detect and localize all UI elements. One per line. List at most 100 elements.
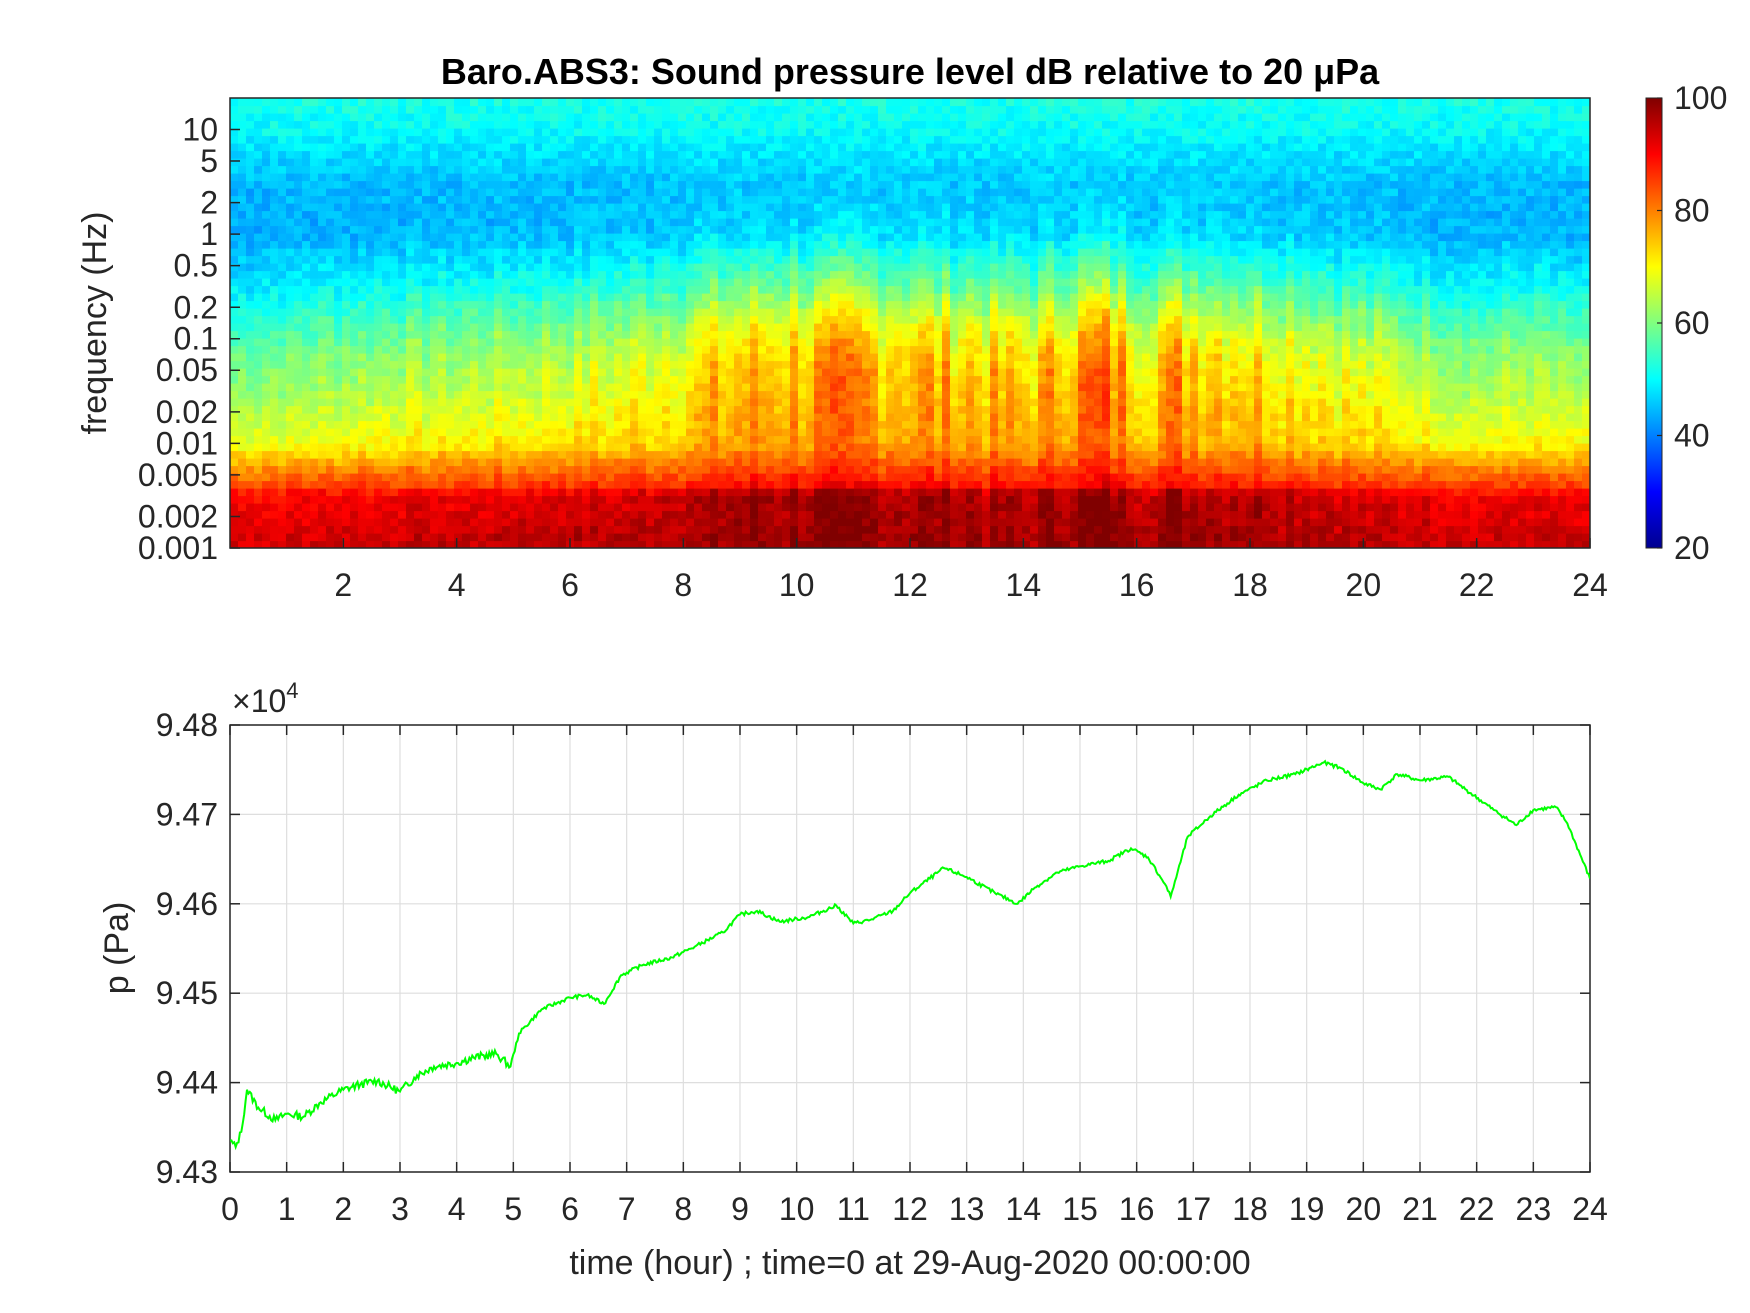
spectrogram-cell <box>726 533 735 542</box>
spectrogram-cell <box>262 495 271 504</box>
spectrogram-cell <box>782 308 791 317</box>
spectrogram-cell <box>886 285 895 294</box>
spectrogram-cell <box>854 518 863 527</box>
spectrogram-cell <box>774 488 783 497</box>
spectrogram-cell <box>678 420 687 429</box>
spectrogram-cell <box>278 113 287 122</box>
spectrogram-cell <box>510 368 519 377</box>
spectrogram-cell <box>774 458 783 467</box>
spectrogram-cell <box>734 188 743 197</box>
spectrogram-cell <box>638 503 647 512</box>
spectrogram-cell <box>470 203 479 212</box>
spectrogram-cell <box>862 458 871 467</box>
spectrogram-cell <box>638 98 647 107</box>
spectrogram-cell <box>766 345 775 354</box>
spectrogram-cell <box>886 480 895 489</box>
spectrogram-cell <box>510 308 519 317</box>
spectrogram-cell <box>342 323 351 332</box>
spectrogram-cell <box>230 135 239 144</box>
spectrogram-cell <box>830 293 839 302</box>
spectrogram-cell <box>486 278 495 287</box>
spectrogram-cell <box>494 210 503 219</box>
spectrogram-cell <box>254 390 263 399</box>
spectrogram-cell <box>270 345 279 354</box>
spectrogram-cell <box>230 525 239 534</box>
spectrogram-cell <box>654 285 663 294</box>
spectrogram-cell <box>670 188 679 197</box>
spectrogram-cell <box>870 488 879 497</box>
spectrogram-cell <box>646 345 655 354</box>
spectrogram-cell <box>638 143 647 152</box>
spectrogram-cell <box>446 105 455 114</box>
spectrogram-cell <box>662 285 671 294</box>
spectrogram-cell <box>606 390 615 399</box>
spectrogram-cell <box>702 285 711 294</box>
spectrogram-cell <box>558 450 567 459</box>
spectrogram-cell <box>766 375 775 384</box>
spectrogram-cell <box>278 315 287 324</box>
spectrogram-cell <box>270 375 279 384</box>
spectrogram-cell <box>614 135 623 144</box>
spectrogram-cell <box>726 420 735 429</box>
spectrogram-cell <box>390 458 399 467</box>
spectrogram-cell <box>254 255 263 264</box>
spectrogram-cell <box>366 503 375 512</box>
spectrogram-cell <box>870 98 879 107</box>
spectrogram-cell <box>286 510 295 519</box>
spectrogram-cell <box>558 300 567 309</box>
spectrogram-cell <box>502 450 511 459</box>
spectrogram-cell <box>438 98 447 107</box>
spectrogram-cell <box>286 525 295 534</box>
spectrogram-cell <box>782 158 791 167</box>
spectrogram-cell <box>606 495 615 504</box>
spectrogram-cell <box>366 165 375 174</box>
spectrogram-cell <box>382 435 391 444</box>
spectrogram-cell <box>638 540 647 548</box>
spectrogram-cell <box>814 488 823 497</box>
spectrogram-cell <box>686 218 695 227</box>
spectrogram-cell <box>870 480 879 489</box>
spectrogram-cell <box>582 488 591 497</box>
spectrogram-cell <box>814 105 823 114</box>
spectrogram-cell <box>262 383 271 392</box>
spectrogram-cell <box>670 503 679 512</box>
spectrogram-cell <box>822 323 831 332</box>
spectrogram-cell <box>670 450 679 459</box>
spectrogram-cell <box>638 428 647 437</box>
spectrogram-cell <box>382 135 391 144</box>
spectrogram-cell <box>638 353 647 362</box>
spectrogram-cell <box>654 405 663 414</box>
spectrogram-cell <box>590 383 599 392</box>
spectrogram-cell <box>566 105 575 114</box>
spectrogram-cell <box>406 278 415 287</box>
spectrogram-cell <box>822 405 831 414</box>
spectrogram-cell <box>310 330 319 339</box>
spectrogram-cell <box>702 503 711 512</box>
spectrogram-cell <box>414 173 423 182</box>
spectrogram-cell <box>798 443 807 452</box>
spectrogram-cell <box>790 443 799 452</box>
spectrogram-cell <box>654 458 663 467</box>
spectrogram-cell <box>414 390 423 399</box>
spectrogram-cell <box>886 533 895 542</box>
spectrogram-cell <box>830 210 839 219</box>
spectrogram-cell <box>318 150 327 159</box>
spectrogram-cell <box>270 495 279 504</box>
spectrogram-cell <box>238 255 247 264</box>
spectrogram-cell <box>278 540 287 548</box>
spectrogram-cell <box>726 188 735 197</box>
spectrogram-cell <box>726 353 735 362</box>
spectrogram-cell <box>878 135 887 144</box>
spectrogram-cell <box>270 113 279 122</box>
spectrogram-cell <box>350 150 359 159</box>
spectrogram-cell <box>318 360 327 369</box>
spectrogram-cell <box>414 368 423 377</box>
spectrogram-cell <box>598 450 607 459</box>
spectrogram-cell <box>550 278 559 287</box>
spectrogram-cell <box>862 165 871 174</box>
spectrogram-cell <box>878 533 887 542</box>
spectrogram-cell <box>678 293 687 302</box>
spectrogram-cell <box>550 225 559 234</box>
spectrogram-cell <box>694 180 703 189</box>
spectrogram-cell <box>550 345 559 354</box>
